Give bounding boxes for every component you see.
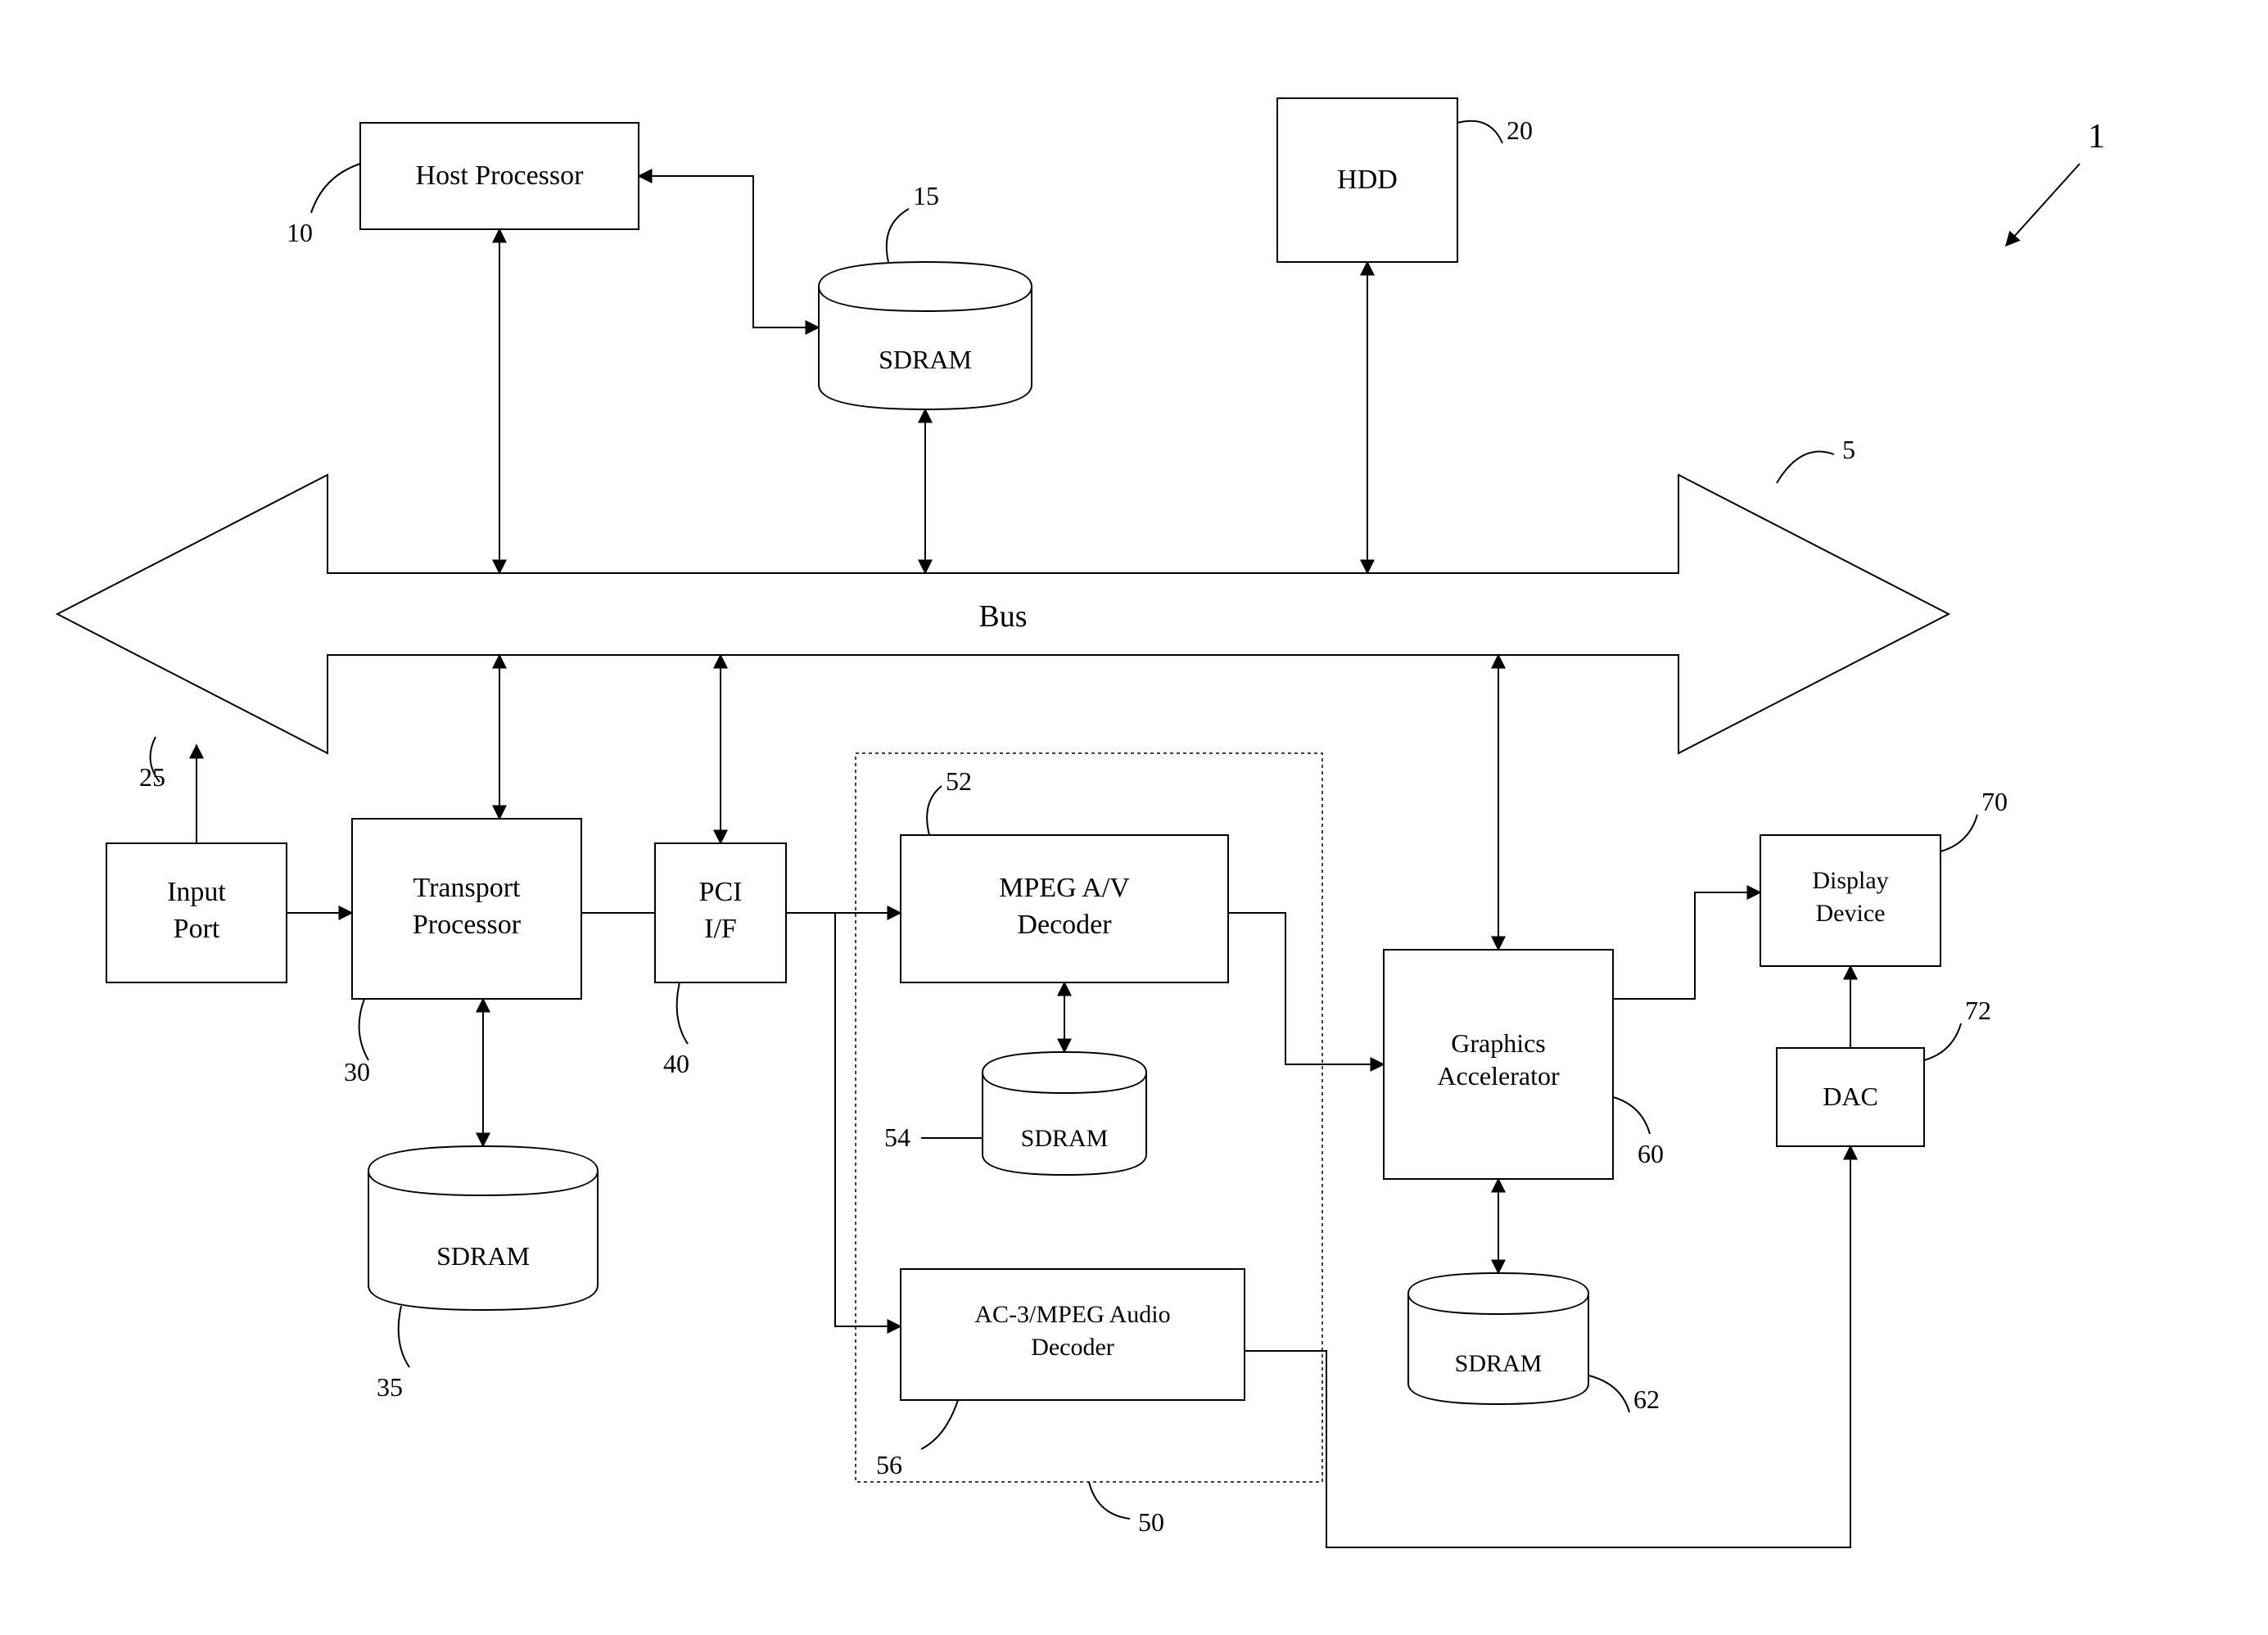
- gfx-label2: Accelerator: [1437, 1061, 1560, 1091]
- sdram-av-label: SDRAM: [1021, 1125, 1109, 1152]
- sdram-av: SDRAM: [983, 1052, 1146, 1175]
- gfx-label1: Graphics: [1451, 1028, 1546, 1058]
- gfx-ref: 60: [1638, 1139, 1664, 1168]
- sdram-av-ref: 54: [884, 1122, 910, 1152]
- inputport-ref: 25: [139, 762, 165, 792]
- mpeg-av-label1: MPEG A/V: [999, 873, 1130, 903]
- pci-if: PCI I/F: [655, 843, 786, 982]
- system-ref: 1: [2088, 118, 2105, 156]
- sdram-host-ref-leader: [887, 209, 909, 262]
- pci-ref-leader: [677, 982, 688, 1044]
- transport-ref: 30: [344, 1057, 370, 1086]
- transport-label1: Transport: [413, 873, 522, 903]
- sdram-tp-ref: 35: [377, 1372, 403, 1402]
- dac-label: DAC: [1823, 1082, 1878, 1111]
- graphics-accelerator: Graphics Accelerator: [1384, 950, 1613, 1179]
- pci-ref: 40: [663, 1049, 689, 1078]
- decoder-group-ref-leader: [1089, 1482, 1130, 1519]
- host-processor-label: Host Processor: [416, 160, 585, 191]
- hdd-ref-leader: [1457, 121, 1502, 143]
- dac-ref: 72: [1965, 996, 1991, 1025]
- edge-mpegav-gfx: [1228, 913, 1384, 1064]
- mpeg-av-ref: 52: [946, 766, 972, 796]
- host-processor: Host Processor: [360, 123, 639, 229]
- bus-label: Bus: [978, 599, 1027, 634]
- audio-ref-leader: [921, 1400, 958, 1449]
- gfx-ref-leader: [1613, 1097, 1650, 1134]
- sdram-transport: SDRAM: [368, 1146, 598, 1310]
- display-label2: Device: [1816, 900, 1886, 927]
- dac: DAC: [1777, 1048, 1924, 1146]
- display-device: Display Device: [1760, 835, 1940, 966]
- input-port-label1: Input: [167, 877, 226, 907]
- audio-decoder: AC-3/MPEG Audio Decoder: [901, 1269, 1245, 1400]
- bus-ref: 5: [1842, 435, 1855, 464]
- sdram-gfx: SDRAM: [1408, 1273, 1588, 1404]
- sdram-gfx-ref: 62: [1633, 1384, 1660, 1414]
- block-diagram: 1 Bus 5 Host Processor 10 SDRAM 15 HDD 2…: [0, 0, 2268, 1635]
- sdram-host-ref: 15: [913, 181, 939, 210]
- bus: Bus: [57, 475, 1949, 753]
- audio-label2: Decoder: [1031, 1334, 1114, 1361]
- edge-pci-audio: [835, 913, 901, 1326]
- edge-gfx-display: [1613, 892, 1760, 999]
- mpeg-av-label2: Decoder: [1017, 910, 1112, 940]
- mpeg-av-decoder: MPEG A/V Decoder: [901, 835, 1228, 982]
- sdram-tp-label: SDRAM: [436, 1241, 530, 1271]
- input-port-label2: Port: [174, 914, 220, 944]
- display-ref: 70: [1981, 787, 2008, 816]
- transport-processor: Transport Processor: [352, 819, 581, 999]
- pci-label2: I/F: [704, 914, 737, 944]
- sdram-tp-ref-leader: [399, 1306, 409, 1367]
- host-ref: 10: [287, 218, 313, 247]
- sdram-host: SDRAM: [819, 262, 1032, 409]
- hdd-label: HDD: [1337, 165, 1398, 195]
- transport-ref-leader: [359, 999, 368, 1060]
- hdd-ref: 20: [1507, 115, 1533, 145]
- input-port: Input Port: [106, 843, 287, 982]
- display-label1: Display: [1812, 867, 1888, 894]
- host-ref-leader: [311, 164, 360, 213]
- mpeg-av-ref-leader: [927, 786, 942, 835]
- sdram-gfx-ref-leader: [1588, 1375, 1629, 1412]
- hdd: HDD: [1277, 98, 1457, 262]
- dac-ref-leader: [1924, 1023, 1961, 1060]
- audio-ref: 56: [876, 1450, 902, 1479]
- transport-label2: Processor: [413, 910, 522, 940]
- audio-label1: AC-3/MPEG Audio: [974, 1301, 1170, 1328]
- sdram-host-label: SDRAM: [879, 345, 972, 374]
- display-ref-leader: [1940, 815, 1977, 851]
- system-ref-arrow: [2006, 164, 2080, 246]
- pci-label1: PCI: [699, 877, 743, 907]
- edge-host-sdram: [639, 176, 819, 327]
- bus-ref-leader: [1777, 452, 1834, 483]
- decoder-group-ref: 50: [1138, 1507, 1164, 1537]
- sdram-gfx-label: SDRAM: [1455, 1350, 1543, 1377]
